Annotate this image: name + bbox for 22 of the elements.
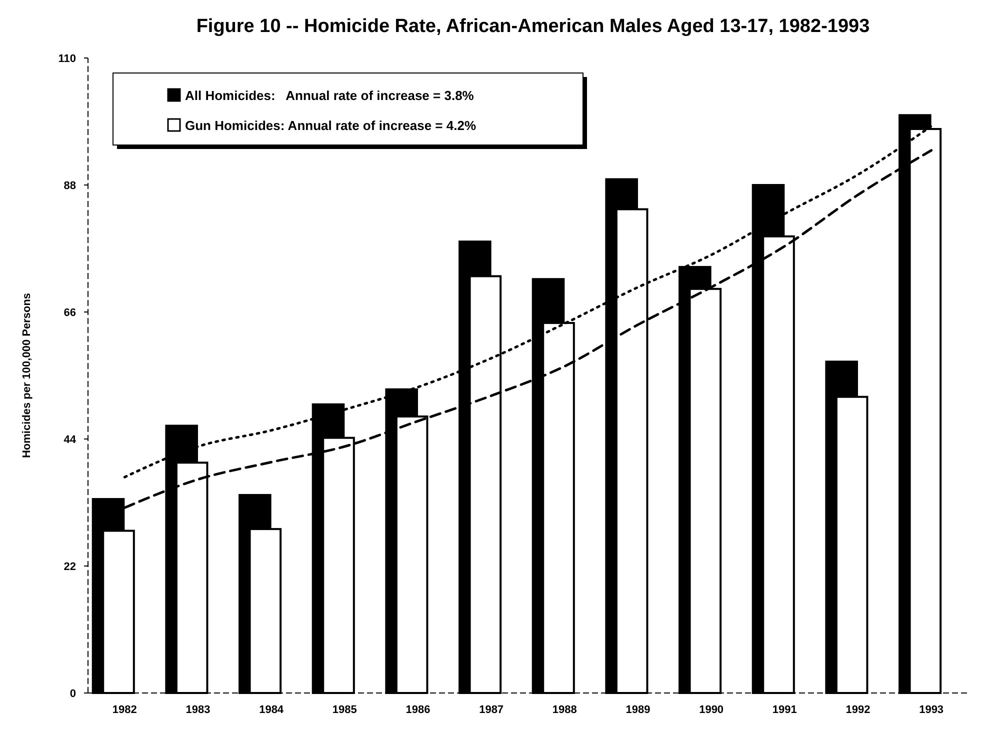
x-tick-label: 1987	[479, 704, 504, 716]
x-tick-label: 1990	[699, 704, 724, 716]
y-tick-label: 110	[58, 53, 76, 65]
y-tick-label: 88	[64, 180, 76, 192]
y-tick-label: 22	[64, 561, 76, 573]
y-axis-title: Homicides per 100,000 Persons	[21, 292, 33, 458]
y-tick-label: 0	[70, 688, 76, 700]
y-tick-label: 44	[64, 434, 77, 446]
x-tick-label: 1985	[332, 704, 357, 716]
chart-title: Figure 10 -- Homicide Rate, African-American Males Aged 13-17, 1982-1993	[196, 16, 870, 37]
x-tick-label: 1989	[626, 704, 650, 716]
legend-label: All Homicides: Annual rate of increase = 3.8%	[185, 88, 474, 103]
x-tick-label: 1986	[406, 704, 430, 716]
x-tick-label: 1991	[772, 704, 797, 716]
x-tick-label: 1988	[552, 704, 577, 716]
x-tick-label: 1984	[259, 704, 284, 716]
x-tick-label: 1982	[112, 704, 137, 716]
x-tick-label: 1993	[919, 704, 944, 716]
y-tick-label: 66	[64, 307, 76, 319]
legend-label: Gun Homicides: Annual rate of increase = 4.2%	[185, 118, 476, 133]
x-tick-label: 1992	[846, 704, 870, 716]
x-tick-label: 1983	[186, 704, 210, 716]
